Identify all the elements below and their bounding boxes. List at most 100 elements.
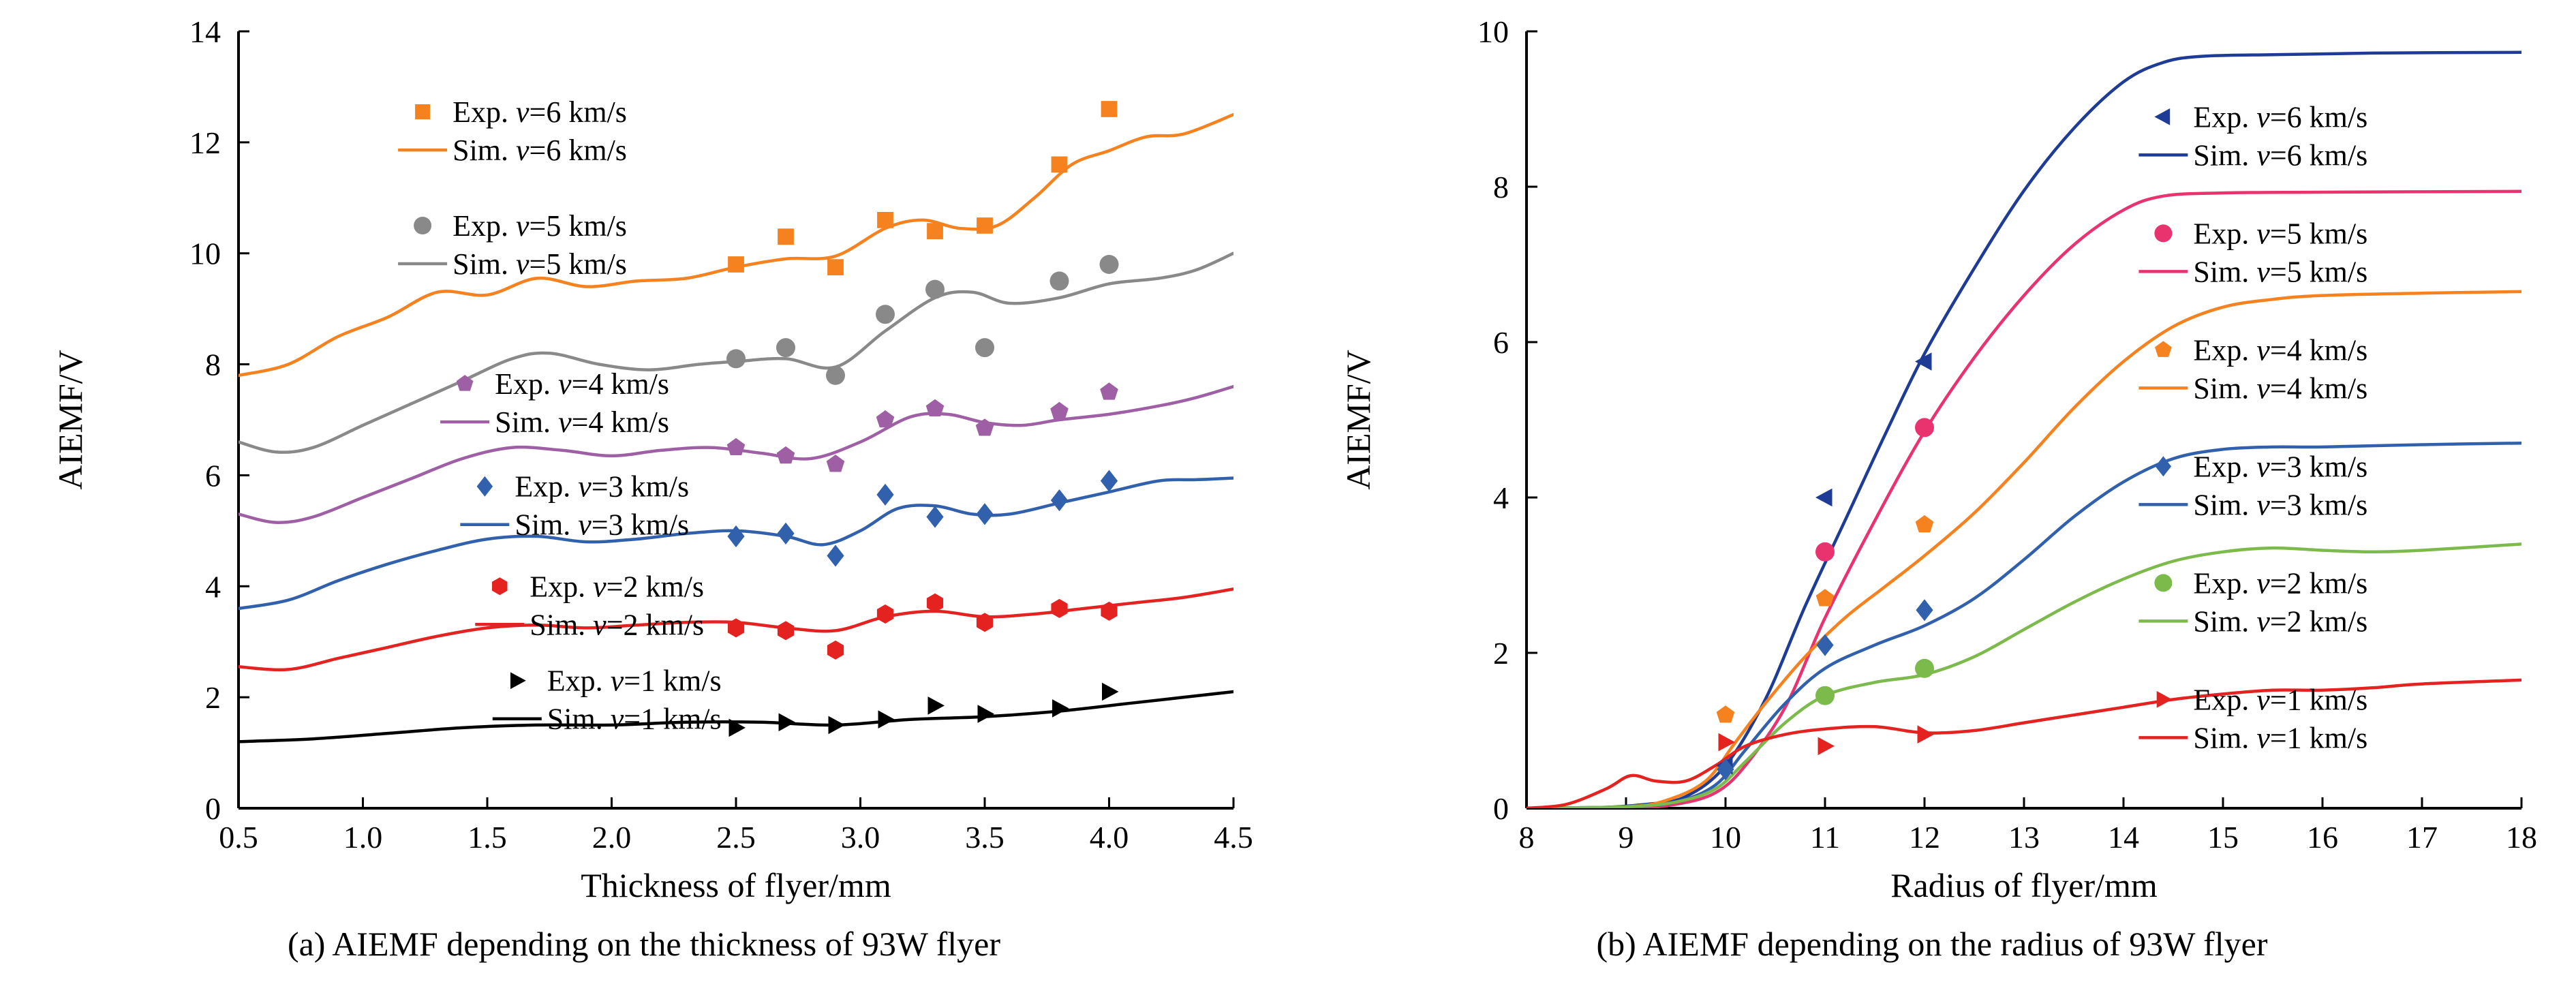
sim-line-v3 [239, 476, 1233, 611]
exp-marker-v2 [727, 618, 745, 638]
x-axis-title: Thickness of flyer/mm [581, 866, 891, 904]
exp-marker-v4 [975, 418, 994, 436]
y-tick-label: 8 [1493, 170, 1509, 204]
exp-marker-v3 [1717, 758, 1734, 781]
exp-marker-v4 [1050, 401, 1069, 420]
x-tick-label: 4.5 [1214, 820, 1253, 855]
exp-marker-v1 [828, 716, 845, 735]
exp-marker-v4 [1915, 515, 1934, 533]
x-tick-label: 10 [1710, 820, 1741, 855]
y-tick-label: 0 [1493, 791, 1509, 826]
exp-marker-v1 [1818, 737, 1835, 756]
exp-marker-v3 [1916, 599, 1933, 622]
exp-marker-v6 [778, 228, 794, 245]
x-tick-label: 2.5 [716, 820, 756, 855]
sim-line-v6 [239, 112, 1233, 378]
x-tick-label: 2.0 [592, 820, 632, 855]
exp-marker-v5 [1099, 255, 1119, 274]
x-axis-title: Radius of flyer/mm [1890, 866, 2158, 904]
exp-marker-v1 [1052, 699, 1069, 718]
chart-a-canvas: 0.5 1.0 1.5 2.0 2.5 3.0 3.5 4.0 4.5 0 2 4 6 8 10 12 14 Th… [51, 14, 1253, 904]
y-tick-label: 4 [1493, 480, 1509, 515]
legend-marker-v5 [414, 217, 432, 234]
y-tick-label: 2 [1493, 636, 1509, 671]
x-tick-label: 18 [2506, 820, 2537, 855]
exp-marker-v4 [876, 410, 895, 428]
y-axis-title: AIEMF/V [51, 350, 89, 490]
exp-marker-v6 [1815, 488, 1833, 507]
y-tick-label: 12 [189, 125, 221, 160]
legend-exp-label-v3: Exp. v=3 km/s [2193, 450, 2367, 483]
exp-marker-v1 [1917, 725, 1934, 743]
legend-exp-label-v5: Exp. v=5 km/s [2193, 217, 2367, 250]
legend-exp-label-v2: Exp. v=2 km/s [2193, 566, 2367, 600]
exp-marker-v1 [927, 696, 945, 715]
exp-marker-v6 [827, 259, 844, 275]
x-tick-label: 0.5 [219, 820, 258, 855]
exp-marker-v5 [925, 279, 945, 299]
exp-marker-v2 [976, 613, 994, 632]
x-tick-label: 1.5 [467, 820, 507, 855]
exp-marker-v5 [826, 365, 846, 385]
exp-marker-v1 [729, 718, 746, 737]
x-tick-label: 3.5 [965, 820, 1005, 855]
exp-marker-v4 [1716, 705, 1735, 723]
exp-marker-v1 [1102, 682, 1119, 701]
exp-marker-v3 [976, 503, 994, 525]
legend-exp-label-v4: Exp. v=4 km/s [495, 367, 669, 401]
legend-sim-label-v4: Sim. v=4 km/s [495, 405, 669, 439]
exp-marker-v3 [1816, 634, 1834, 656]
exp-marker-v2 [1915, 658, 1934, 678]
exp-marker-v4 [925, 399, 945, 416]
exp-marker-v6 [1915, 352, 1932, 371]
exp-marker-v2 [1051, 598, 1068, 618]
sim-line-v4 [239, 384, 1233, 524]
panel-b-caption: (b) AIEMF depending on the radius of 93W… [1596, 925, 2268, 963]
legend-sim-label-v3: Sim. v=3 km/s [515, 508, 689, 542]
x-tick-label: 17 [2406, 820, 2438, 855]
y-tick-label: 14 [189, 14, 221, 49]
exp-marker-v5 [876, 305, 895, 324]
exp-marker-v3 [1050, 489, 1069, 512]
legend-exp-label-v6: Exp. v=6 km/s [453, 95, 627, 129]
x-tick-label: 4.0 [1090, 820, 1129, 855]
exp-marker-v1 [878, 710, 895, 728]
legend-marker-v1 [510, 672, 526, 690]
legend-marker-v1 [2156, 691, 2173, 708]
panel-b: 8 9 10 11 12 13 14 15 16 17 18 0 2 4 6 8 10 Radius of fly… [1288, 4, 2576, 997]
legend-exp-label-v3: Exp. v=3 km/s [515, 470, 689, 504]
y-tick-label: 2 [205, 680, 221, 715]
chart-b-canvas: 8 9 10 11 12 13 14 15 16 17 18 0 2 4 6 8 10 Radius of fly… [1339, 14, 2537, 904]
x-tick-label: 9 [1619, 820, 1634, 855]
legend-sim-label-v5: Sim. v=5 km/s [2193, 255, 2367, 288]
legend-marker-v2 [492, 577, 508, 596]
exp-marker-v3 [777, 522, 795, 544]
exp-marker-v6 [877, 212, 893, 228]
legend-marker-v6 [415, 104, 431, 120]
legend-sim-label-v1: Sim. v=1 km/s [547, 703, 722, 736]
exp-marker-v5 [1049, 271, 1069, 291]
exp-marker-v4 [1815, 589, 1835, 607]
legend-sim-label-v6: Sim. v=6 km/s [453, 134, 627, 167]
exp-marker-v3 [827, 544, 844, 567]
y-tick-label: 8 [205, 348, 221, 382]
legend-sim-label-v6: Sim. v=6 km/s [2193, 138, 2367, 172]
x-tick-label: 11 [1810, 820, 1840, 855]
exp-marker-v1 [1718, 733, 1735, 752]
legend-marker-v3 [476, 476, 493, 497]
legend-sim-label-v1: Sim. v=1 km/s [2193, 721, 2367, 754]
x-tick-label: 14 [2108, 820, 2139, 855]
exp-marker-v1 [977, 705, 994, 723]
legend-exp-label-v1: Exp. v=1 km/s [2193, 683, 2367, 716]
sim-line-v2 [1527, 542, 2521, 808]
legend-sim-label-v3: Sim. v=3 km/s [2193, 488, 2367, 521]
exp-marker-v2 [1815, 686, 1835, 705]
x-tick-label: 12 [1909, 820, 1940, 855]
x-tick-label: 3.0 [841, 820, 880, 855]
exp-marker-v4 [726, 438, 746, 455]
exp-marker-v6 [1101, 101, 1118, 117]
sim-line-v3 [1527, 441, 2521, 808]
sim-line-v5 [1527, 189, 2521, 808]
exp-marker-v2 [926, 593, 944, 613]
